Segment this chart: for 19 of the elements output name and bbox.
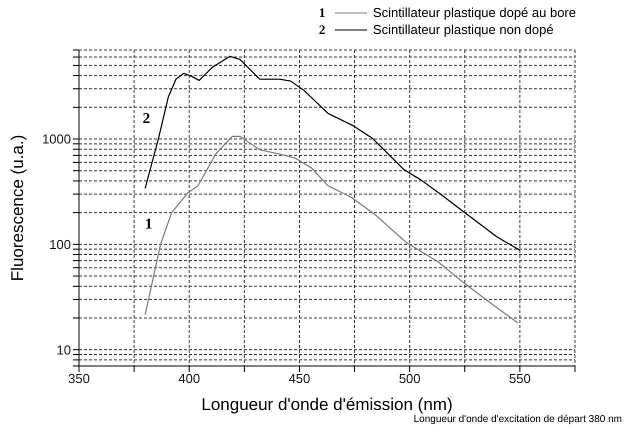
line-series xyxy=(144,136,518,324)
y-tick-label: 1000 xyxy=(42,132,71,147)
x-tick-label: 350 xyxy=(68,371,90,386)
y-axis-title: Fluorescence (u.a.) xyxy=(8,134,28,282)
legend-label: Scintillateur plastique dopé au bore xyxy=(372,4,576,21)
x-tick-label: 400 xyxy=(178,371,200,386)
x-axis-title: Longueur d'onde d'émission (nm) xyxy=(201,395,453,414)
annotation: 1 xyxy=(144,216,152,232)
x-tick-label: 500 xyxy=(398,371,421,386)
x-tick-label: 550 xyxy=(509,371,531,386)
legend-label: Scintillateur plastique non dopé xyxy=(372,21,554,38)
y-tick-label: 10 xyxy=(56,342,71,358)
text: 2 xyxy=(318,22,326,37)
text: 1 xyxy=(318,5,326,20)
text: Longueur d'onde d'excitation de départ 380 nm xyxy=(414,414,622,425)
y-tick-label: 100 xyxy=(49,236,71,252)
line-series xyxy=(144,56,520,251)
annotation: 2 xyxy=(142,111,150,128)
x-tick-label: 450 xyxy=(288,371,310,386)
